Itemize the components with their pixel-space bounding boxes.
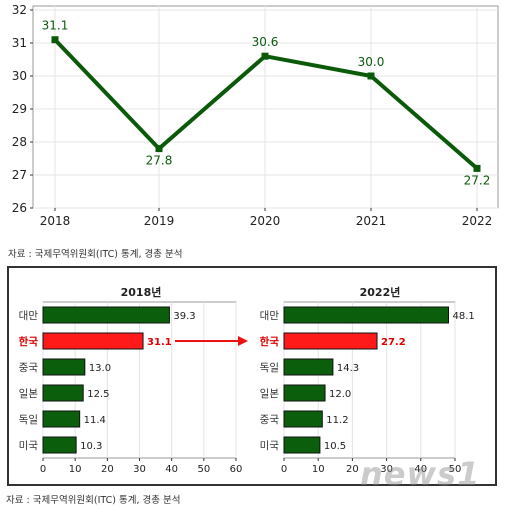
bar: [283, 358, 334, 376]
bar-x-tick-label: 20: [101, 464, 114, 475]
data-point: [51, 36, 59, 44]
y-tick-label: 31: [12, 36, 27, 50]
bar-chart-panel: [7, 266, 497, 486]
bar-category-label: 중국: [260, 414, 280, 426]
source-label-bottom: 자료 : 국제무역위원회(ITC) 통계, 경총 분석: [6, 495, 181, 506]
bar: [42, 410, 81, 428]
bar-chart-title: 2022년: [360, 285, 401, 299]
data-label: 30.0: [358, 55, 385, 69]
bar-category-label: 일본: [260, 387, 280, 400]
bar-value-label: 12.0: [329, 389, 351, 400]
data-label: 30.6: [252, 35, 279, 49]
bar-x-tick-label: 60: [230, 464, 243, 475]
bar-category-label: 독일: [260, 361, 279, 374]
bar-value-label: 11.2: [326, 415, 348, 426]
arrow-head: [238, 336, 248, 346]
bar: [42, 436, 77, 454]
bar-value-label: 10.5: [324, 441, 346, 452]
bar-value-label: 27.2: [381, 337, 406, 348]
bar-value-label: 10.3: [80, 441, 102, 452]
data-point: [473, 164, 481, 172]
y-tick-label: 26: [12, 201, 27, 215]
bar-category-label: 독일: [19, 413, 38, 426]
x-tick-label: 2022: [462, 214, 493, 228]
bar: [42, 306, 170, 324]
bar-x-tick-label: 20: [346, 464, 359, 475]
data-point: [261, 52, 269, 60]
bar: [42, 384, 84, 402]
bar-value-label: 39.3: [173, 311, 195, 322]
bar-category-label: 중국: [19, 362, 39, 374]
x-tick-label: 2021: [356, 214, 387, 228]
bar-value-label: 48.1: [453, 311, 475, 322]
data-label: 27.8: [146, 154, 173, 168]
bar-category-label: 대만: [260, 310, 280, 322]
data-label: 27.2: [464, 173, 491, 187]
bar-category-label: 대만: [19, 310, 39, 322]
data-point: [155, 145, 163, 153]
bar: [283, 436, 321, 454]
bar-value-label: 12.5: [87, 389, 109, 400]
bar: [42, 358, 86, 376]
bar-x-tick-label: 40: [414, 464, 427, 475]
bar: [283, 332, 378, 350]
watermark: news1: [360, 455, 481, 493]
y-tick-label: 27: [12, 168, 27, 182]
bar: [42, 332, 144, 350]
bar-category-label: 미국: [19, 440, 39, 452]
bar-x-tick-label: 40: [165, 464, 178, 475]
bar-value-label: 14.3: [337, 363, 359, 374]
bar-value-label: 13.0: [89, 363, 111, 374]
y-tick-label: 32: [12, 3, 27, 17]
x-tick-label: 2019: [144, 214, 175, 228]
y-tick-label: 30: [12, 69, 27, 83]
bar: [283, 384, 326, 402]
bar-value-label: 11.4: [84, 415, 106, 426]
bar-category-label: 한국: [19, 335, 39, 348]
bar-category-label: 미국: [260, 440, 280, 452]
x-tick-label: 2018: [40, 214, 71, 228]
bar-x-tick-label: 0: [281, 464, 287, 475]
bar-x-tick-label: 30: [380, 464, 393, 475]
bar-x-tick-label: 10: [69, 464, 82, 475]
bar-category-label: 일본: [19, 387, 39, 400]
bar: [283, 306, 450, 324]
line-chart: 26 27 28 29 30 31 32 2018 2019 2020 2021 2022 31.1 27…: [12, 3, 499, 228]
y-tick-label: 29: [12, 102, 27, 116]
x-tick-label: 2020: [250, 214, 281, 228]
bar-x-tick-label: 50: [197, 464, 210, 475]
bar-x-tick-label: 10: [312, 464, 325, 475]
bar-chart-title: 2018년: [121, 285, 162, 299]
data-point: [367, 72, 375, 80]
bar-x-tick-label: 30: [133, 464, 146, 475]
y-tick-label: 28: [12, 135, 27, 149]
bar-x-tick-label: 0: [40, 464, 46, 475]
bar-category-label: 한국: [260, 335, 280, 348]
data-label: 31.1: [42, 19, 69, 33]
bar: [283, 410, 323, 428]
bar-plot-area: [283, 301, 456, 459]
bar-x-tick-label: 50: [449, 464, 462, 475]
source-label: 자료 : 국제무역위원회(ITC) 통계, 경총 분석: [8, 249, 183, 260]
bar-value-label: 31.1: [147, 337, 172, 348]
